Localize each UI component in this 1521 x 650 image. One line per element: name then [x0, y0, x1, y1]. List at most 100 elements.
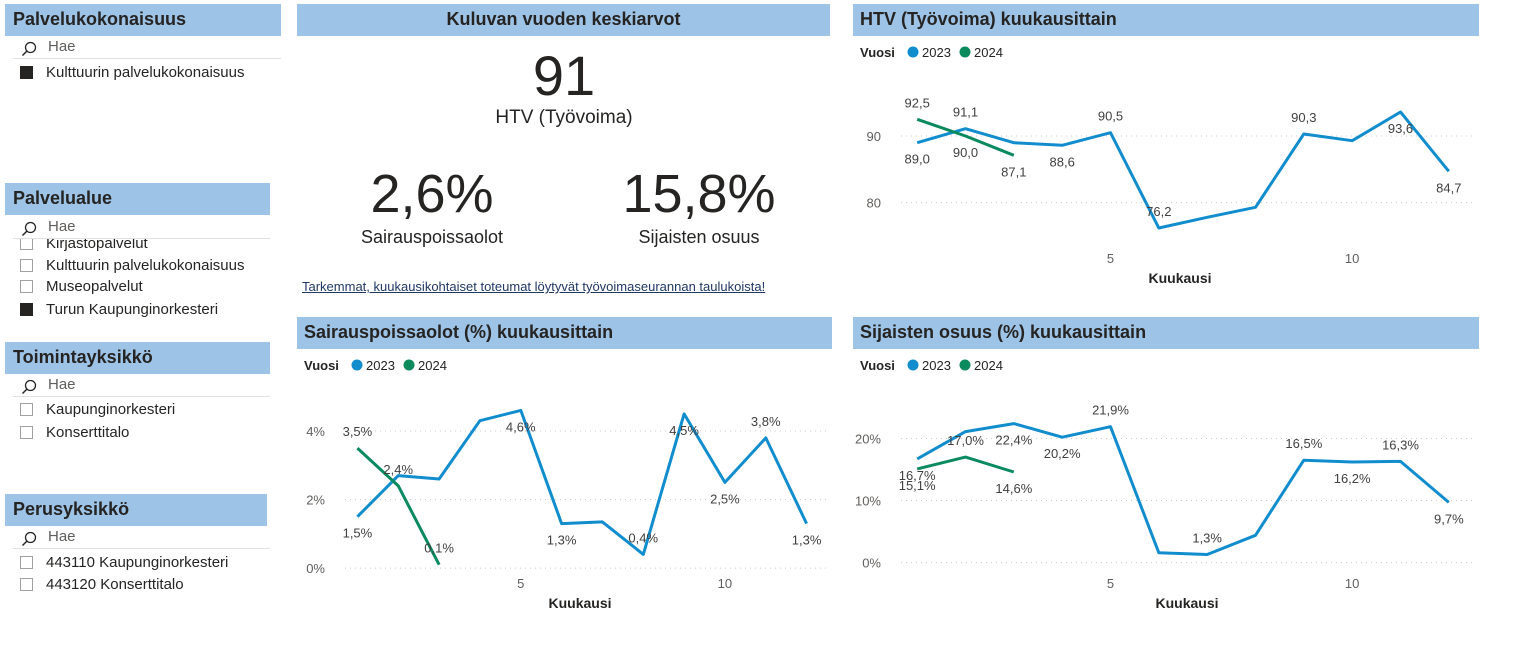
data-label: 3,8%	[751, 414, 781, 429]
legend-title: Vuosi	[304, 358, 339, 373]
chart-title: Sijaisten osuus (%) kuukausittain	[853, 317, 1479, 349]
data-label: 22,4%	[995, 433, 1032, 448]
data-label: 16,5%	[1285, 436, 1322, 451]
legend-label: 2024	[974, 358, 1003, 373]
y-tick-label: 20%	[855, 431, 881, 446]
y-tick-label: 0%	[862, 556, 881, 571]
legend-marker	[959, 359, 971, 371]
sick-leave-label: Sairauspoissaolot	[360, 227, 504, 247]
legend-marker	[403, 359, 415, 371]
data-label: 20,2%	[1044, 446, 1081, 461]
x-tick-label: 10	[1345, 576, 1359, 591]
data-label: 0,4%	[628, 530, 658, 545]
htv-value: 91	[532, 44, 596, 107]
x-axis-title: Kuukausi	[1155, 595, 1218, 611]
legend-marker	[907, 46, 919, 58]
data-label: 87,1	[1001, 164, 1026, 179]
checkbox[interactable]	[20, 556, 33, 569]
data-label: 21,9%	[1092, 403, 1129, 418]
search-placeholder: Hae	[48, 218, 76, 235]
data-label: 15,1%	[899, 478, 936, 493]
sick-leave-line-chart[interactable]: Vuosi 2023 2024 0% 2% 4% 5 10 Kuukausi 1,5% 4,6% 1,…	[297, 349, 832, 617]
slicer-title: Palvelukokonaisuus	[5, 4, 281, 36]
series-line-2023	[916, 422, 1450, 556]
slicer-search[interactable]: Hae	[13, 37, 281, 59]
checkbox[interactable]	[20, 280, 33, 293]
data-label: 16,3%	[1382, 437, 1419, 452]
option-label: 443120 Konserttitalo	[46, 576, 184, 593]
series-line-2024	[356, 446, 441, 566]
data-label: 89,0	[905, 152, 930, 167]
y-tick-label: 80	[867, 196, 881, 211]
checkbox[interactable]	[20, 426, 33, 439]
checkbox[interactable]	[20, 259, 33, 272]
details-link[interactable]: Tarkemmat, kuukausikohtaiset toteumat lö…	[302, 279, 766, 294]
legend-label: 2024	[418, 358, 447, 373]
legend-label: 2023	[922, 45, 951, 60]
series-line-2024	[916, 117, 1015, 157]
search-icon	[21, 41, 37, 57]
htv-label: HTV (Työvoima)	[495, 107, 633, 128]
slicer-search[interactable]: Hae	[13, 217, 270, 239]
search-icon	[21, 221, 37, 237]
legend-marker	[959, 46, 971, 58]
data-label: 84,7	[1436, 180, 1461, 195]
checkbox[interactable]	[20, 403, 33, 416]
chart-title: Sairauspoissaolot (%) kuukausittain	[297, 317, 832, 349]
data-label: 17,0%	[947, 433, 984, 448]
data-label: 92,5	[905, 95, 930, 110]
slicer-title: Palvelualue	[5, 183, 270, 215]
y-tick-label: 10%	[855, 494, 881, 509]
legend-marker	[351, 359, 363, 371]
slicer-search[interactable]: Hae	[13, 375, 270, 397]
legend-marker	[907, 359, 919, 371]
y-tick-label: 4%	[306, 424, 325, 439]
legend-label: 2023	[366, 358, 395, 373]
search-icon	[21, 531, 37, 547]
x-tick-label: 5	[517, 576, 524, 591]
slicer-search[interactable]: Hae	[13, 527, 270, 549]
option-label: Kulttuurin palvelukokonaisuus	[46, 64, 245, 81]
slicer-title: Perusyksikkö	[5, 494, 267, 526]
chart-title: HTV (Työvoima) kuukausittain	[853, 4, 1479, 36]
option-label: Konserttitalo	[46, 424, 130, 441]
option-label: 443110 Kaupunginorkesteri	[46, 554, 229, 571]
search-icon	[21, 379, 37, 395]
option-label: Kulttuurin palvelukokonaisuus	[46, 257, 245, 274]
search-placeholder: Hae	[48, 528, 76, 545]
legend-title: Vuosi	[860, 358, 895, 373]
checkbox[interactable]	[20, 578, 33, 591]
data-label: 90,3	[1291, 110, 1316, 125]
data-label: 90,0	[953, 145, 978, 160]
y-tick-label: 0%	[306, 561, 325, 576]
data-label: 90,5	[1098, 109, 1123, 124]
htv-line-chart[interactable]: Vuosi 2023 2024 80 90 5 10 Kuukausi 89,0 91,1 88,6…	[853, 36, 1479, 294]
data-label: 91,1	[953, 105, 978, 120]
option-label: Kaupunginorkesteri	[46, 401, 176, 418]
x-tick-label: 10	[1345, 251, 1359, 266]
x-axis-title: Kuukausi	[1148, 270, 1211, 286]
series-line-2024	[916, 455, 1015, 474]
search-placeholder: Hae	[48, 38, 76, 55]
substitute-share-line-chart[interactable]: Vuosi 2023 2024 0% 10% 20% 5 10 Kuukausi 16,7% 22,…	[853, 349, 1479, 617]
x-tick-label: 10	[718, 576, 732, 591]
series-line-2023	[916, 110, 1450, 230]
data-label: 16,2%	[1334, 471, 1371, 486]
data-label: 88,6	[1050, 154, 1075, 169]
data-label: 1,3%	[1192, 531, 1222, 546]
data-label: 76,2	[1146, 204, 1171, 219]
slicer-title: Toimintayksikkö	[5, 342, 270, 374]
data-label: 2,5%	[710, 491, 740, 506]
data-label: 1,3%	[792, 533, 822, 548]
data-label: 16,7%	[899, 468, 936, 483]
legend-label: 2024	[974, 45, 1003, 60]
checkbox[interactable]	[20, 303, 33, 316]
data-label: 4,6%	[506, 419, 536, 434]
substitute-share-value: 15,8%	[622, 164, 776, 224]
data-label: 0,1%	[424, 541, 454, 556]
slicer-list-viewport[interactable]: Kirjastopalvelut Kulttuurin palvelukokon…	[13, 232, 270, 324]
kpi-title: Kuluvan vuoden keskiarvot	[297, 4, 830, 36]
option-label: Kirjastopalvelut	[46, 235, 148, 252]
checkbox[interactable]	[20, 66, 33, 79]
data-label: 93,6	[1388, 121, 1413, 136]
